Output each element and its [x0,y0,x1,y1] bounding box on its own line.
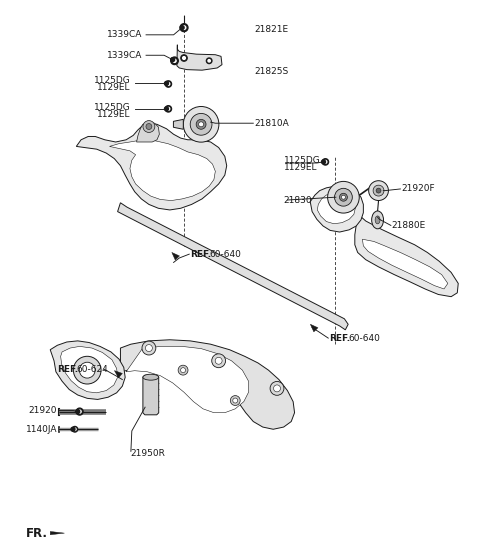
Circle shape [199,122,204,127]
Circle shape [322,160,325,164]
Text: 21880E: 21880E [392,221,426,230]
Circle shape [73,357,101,384]
Circle shape [208,60,210,62]
Text: REF.: REF. [190,249,211,259]
Circle shape [165,107,168,111]
Polygon shape [177,45,222,70]
Circle shape [322,158,329,165]
Ellipse shape [372,211,384,229]
Text: 1129EL: 1129EL [97,83,131,92]
Circle shape [182,26,186,30]
Polygon shape [362,239,448,289]
Text: 21920F: 21920F [401,185,435,194]
Polygon shape [109,140,216,200]
Circle shape [376,188,381,193]
Text: 60-624: 60-624 [76,364,108,373]
Text: REF.: REF. [329,334,350,343]
Polygon shape [355,214,458,297]
Circle shape [145,345,152,352]
Polygon shape [118,203,348,330]
Circle shape [76,408,83,415]
Text: 1129EL: 1129EL [284,163,317,172]
Circle shape [78,410,81,413]
Circle shape [180,23,188,32]
Ellipse shape [375,216,380,224]
Circle shape [167,108,170,110]
Text: 1140JA: 1140JA [26,425,57,434]
Text: 1125DG: 1125DG [284,156,320,165]
Polygon shape [143,375,159,415]
Circle shape [215,357,222,364]
Polygon shape [172,252,180,260]
Polygon shape [60,347,118,393]
Circle shape [181,55,187,61]
Circle shape [76,410,80,413]
Circle shape [369,181,388,200]
Circle shape [341,195,346,199]
Circle shape [71,427,75,431]
Circle shape [171,57,175,62]
Circle shape [180,368,186,373]
Circle shape [190,113,212,135]
Circle shape [171,57,178,65]
Circle shape [335,189,352,206]
Circle shape [165,81,171,87]
Circle shape [324,161,327,163]
Text: 1339CA: 1339CA [108,51,143,60]
Circle shape [173,59,176,62]
Circle shape [165,81,168,85]
Text: 21920: 21920 [29,406,57,415]
Circle shape [230,396,240,406]
Text: 21821E: 21821E [254,25,288,34]
Text: 60-640: 60-640 [348,334,380,343]
Circle shape [142,341,156,355]
Circle shape [196,119,206,129]
Text: 60-640: 60-640 [209,249,241,259]
Text: 21830: 21830 [284,195,312,204]
Polygon shape [76,123,227,210]
Polygon shape [50,531,64,535]
Text: 1125DG: 1125DG [94,76,131,85]
Circle shape [206,58,212,64]
Polygon shape [114,371,122,378]
Ellipse shape [143,374,159,380]
Text: 1125DG: 1125DG [94,103,131,112]
Polygon shape [137,122,159,142]
Text: FR.: FR. [25,527,48,540]
Text: 21825S: 21825S [254,68,288,76]
Circle shape [180,26,184,30]
Polygon shape [317,193,355,224]
Circle shape [183,107,219,142]
Circle shape [178,365,188,375]
Text: 21810A: 21810A [254,119,289,128]
Circle shape [270,382,284,395]
Text: 21950R: 21950R [130,449,165,458]
Circle shape [339,193,348,201]
Circle shape [212,354,226,368]
Circle shape [143,121,155,132]
Polygon shape [50,341,125,400]
Polygon shape [126,347,249,413]
Circle shape [167,83,170,85]
Text: REF.: REF. [57,364,78,373]
Circle shape [165,105,171,112]
Polygon shape [120,340,295,429]
Circle shape [373,185,384,196]
Circle shape [274,385,280,392]
Text: 1339CA: 1339CA [108,30,143,39]
Circle shape [233,398,238,403]
Circle shape [74,428,76,430]
Text: 1129EL: 1129EL [97,110,131,119]
Polygon shape [310,186,363,232]
Circle shape [146,123,152,129]
Circle shape [182,56,185,59]
Circle shape [79,362,95,378]
Circle shape [72,426,78,432]
Circle shape [328,181,359,213]
Polygon shape [310,324,318,332]
Polygon shape [173,119,183,129]
